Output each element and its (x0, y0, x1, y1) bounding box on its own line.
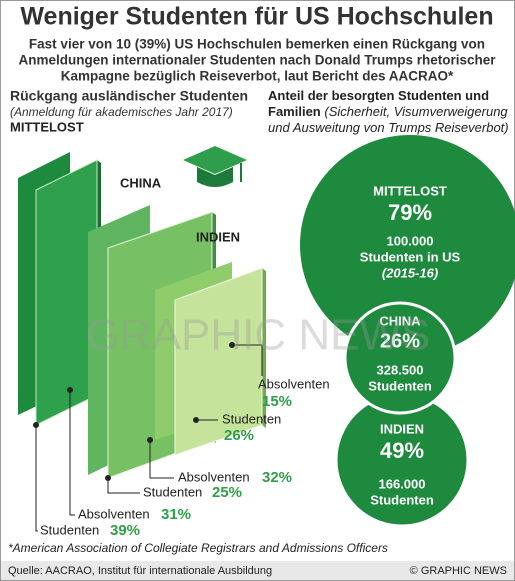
graduates-value: 15% (262, 393, 292, 410)
bubble (300, 135, 515, 355)
bubble-name: MITTELOST (373, 183, 447, 198)
right-note: (Sicherheit, Visumverweigerung und Auswe… (268, 104, 509, 135)
bubble (343, 301, 457, 415)
bubble-name: CHINA (379, 313, 421, 328)
title: Weniger Studenten für US Hochschulen (20, 3, 493, 31)
students-label: Studenten (40, 522, 99, 537)
right-heading: Anteil der besorgten Studenten und Famil… (268, 88, 512, 136)
left-title: Rückgang ausländischer Studenten (10, 88, 248, 104)
students-label: Studenten (143, 484, 202, 499)
bubble-name: INDIEN (380, 421, 424, 436)
bubble-count: 328.500 (377, 362, 424, 377)
watermark: GRAPHIC NEWS (86, 311, 431, 360)
panel (174, 267, 263, 456)
left-note: (Anmeldung für akademisches Jahr 2017) (10, 105, 233, 119)
bubble-period: (2015-16) (382, 265, 438, 280)
students-label: Studenten (222, 411, 281, 426)
footnote: *American Association of Collegiate Regi… (8, 541, 388, 555)
credit: © GRAPHIC NEWS (410, 565, 507, 577)
bubble-share: 49% (380, 438, 424, 463)
subtitle: Fast vier von 10 (39%) US Hochschulen be… (29, 37, 485, 52)
leaders (33, 342, 263, 532)
region-label: CHINA (120, 175, 162, 190)
students-value: 26% (224, 427, 254, 444)
graduates-label: Absolventen (258, 376, 330, 391)
bubble-count: 100.000 (387, 233, 434, 248)
graduates-label: Absolventen (78, 506, 150, 521)
region-label: INDIEN (196, 229, 240, 244)
panel (35, 159, 98, 426)
bubble-share: 26% (380, 330, 420, 352)
bubble-unit: Studenten (368, 378, 432, 393)
footer-bar (1, 561, 514, 580)
subtitle: Kampagne bezüglich Reiseverbot, laut Ber… (61, 69, 454, 84)
bubble-share: 79% (388, 200, 432, 225)
bubble-unit: Studenten (370, 492, 434, 507)
students-value: 25% (212, 484, 242, 501)
graduates-value: 32% (262, 469, 292, 486)
graduates-value: 31% (161, 506, 191, 523)
right-title: Anteil der besorgten Studenten und Famil… (268, 88, 490, 119)
graduates-label: Absolventen (178, 469, 250, 484)
source: Quelle: AACRAO, Institut für internation… (8, 565, 272, 577)
subtitle: Anmeldungen internationaler Studenten na… (18, 53, 496, 68)
bubble-unit: Studenten in US (360, 249, 461, 264)
cap-icon (183, 146, 247, 187)
bubble-count: 166.000 (379, 476, 426, 491)
students-value: 39% (110, 522, 140, 539)
region-label: MITTELOST (10, 119, 84, 134)
